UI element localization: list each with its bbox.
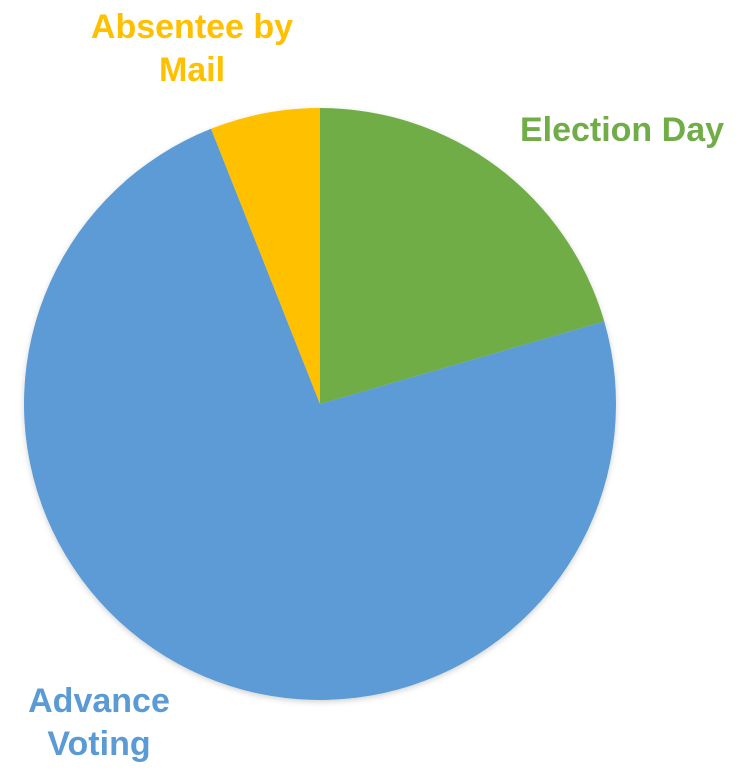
pie-slices [24,108,616,701]
absentee-by-mail-label-line: Absentee by [91,8,293,46]
absentee-by-mail-label-line: Mail [159,51,225,89]
pie-slice-advance-voting [24,128,616,701]
election-day-label: Election Day [520,111,724,149]
advance-voting-label: Advance Voting [28,682,170,763]
absentee-by-mail-label: Absentee by Mail [91,8,293,89]
advance-voting-label-line: Voting [47,725,150,763]
election-day-label-line: Election Day [520,111,724,149]
pie-slice-absentee-by-mail [211,108,320,404]
advance-voting-label-line: Advance [28,682,170,720]
pie-slice-election-day [320,108,605,404]
slice-labels: Election Day Advance Voting Absentee by Mail [28,8,724,763]
